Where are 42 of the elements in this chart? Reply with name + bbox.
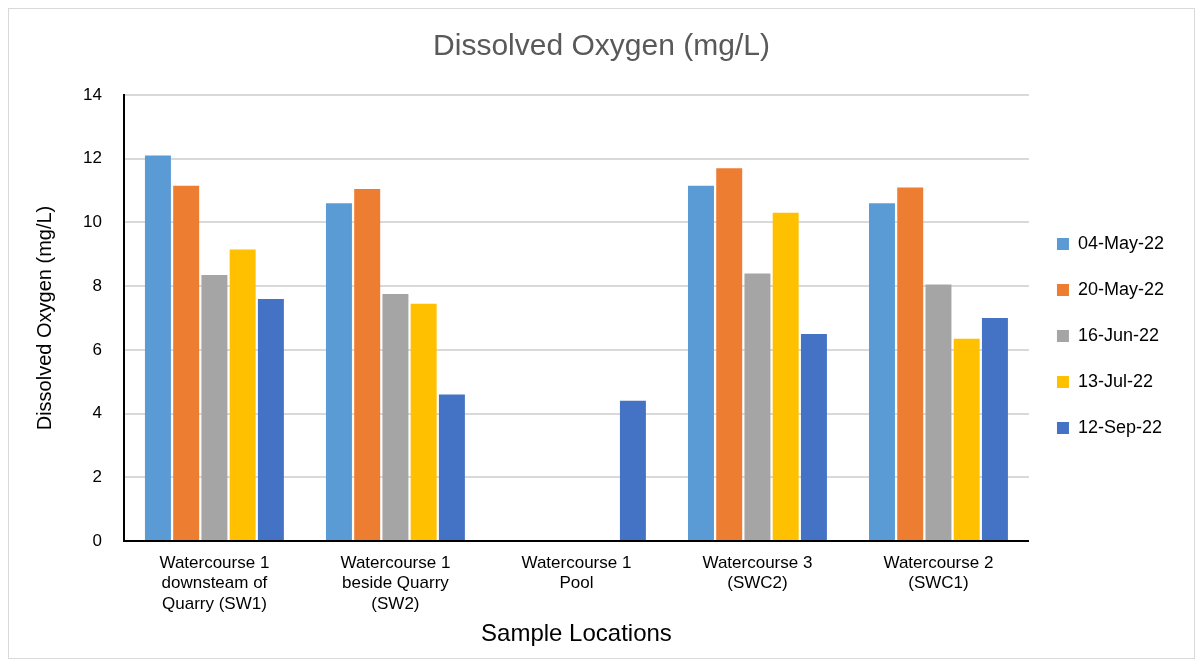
bar <box>619 400 646 540</box>
y-tick-label: 4 <box>92 403 102 423</box>
x-tick-label: Watercourse 2 (SWC1) <box>883 552 994 593</box>
bar <box>325 203 352 540</box>
bar <box>716 168 743 540</box>
legend-label: 13-Jul-22 <box>1077 370 1154 391</box>
legend-label: 20-May-22 <box>1077 278 1165 299</box>
bar <box>744 273 771 540</box>
bar <box>925 284 952 540</box>
bar <box>382 294 409 540</box>
bar <box>229 249 256 540</box>
bar <box>800 333 827 540</box>
y-tick-label: 6 <box>92 339 102 359</box>
x-axis-title: Sample Locations <box>481 619 672 647</box>
y-tick-label: 8 <box>92 275 102 295</box>
x-tick-label: Watercourse 3 (SWC2) <box>702 552 813 593</box>
y-tick-label: 0 <box>92 530 102 550</box>
y-tick-label: 2 <box>92 466 102 486</box>
legend-label: 04-May-22 <box>1077 232 1165 253</box>
chart-title: Dissolved Oxygen (mg/L) <box>433 28 770 62</box>
bar <box>897 187 924 540</box>
bar <box>953 338 980 540</box>
bar <box>144 155 171 540</box>
bar <box>257 298 284 540</box>
bar <box>201 274 228 540</box>
bar <box>173 185 200 540</box>
bar <box>868 203 895 540</box>
legend-label: 12-Sep-22 <box>1077 416 1163 437</box>
bar <box>981 318 1008 540</box>
bar <box>687 185 714 540</box>
bar <box>772 212 799 540</box>
y-tick-label: 10 <box>82 212 102 232</box>
y-axis-title: Dissolved Oxygen (mg/L) <box>32 205 55 431</box>
x-tick-label: Watercourse 1 downsteam of Quarry (SW1) <box>159 552 270 613</box>
bar <box>438 394 465 540</box>
x-tick-label: Watercourse 1 Pool <box>521 552 632 593</box>
bar <box>410 303 437 540</box>
legend-label: 16-Jun-22 <box>1077 324 1160 345</box>
bar <box>354 188 381 540</box>
y-tick-label: 12 <box>82 148 102 168</box>
x-tick-label: Watercourse 1 beside Quarry (SW2) <box>340 552 451 613</box>
y-tick-label: 14 <box>82 84 102 104</box>
